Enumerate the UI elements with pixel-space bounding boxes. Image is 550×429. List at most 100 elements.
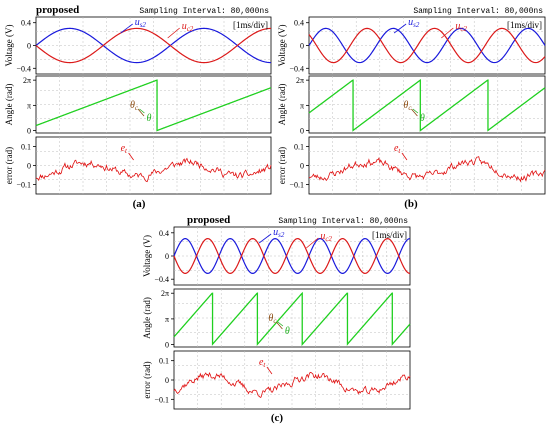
annotation-arrow xyxy=(266,366,273,375)
series-line-u_c2 xyxy=(35,27,272,64)
y-axis-label: Angle (rad) xyxy=(142,297,152,339)
series-label-us2: us2 xyxy=(408,17,420,29)
series-label-sub: c xyxy=(408,104,412,112)
annotation-arrow xyxy=(167,27,180,39)
subplot-angle: 2π π 0 Angle (rad) θcθ xyxy=(4,75,272,136)
annotation-arrow xyxy=(441,27,454,39)
y-tick-label: 2π xyxy=(296,76,304,85)
y-tick-label: −0.1 xyxy=(154,395,169,404)
series-line-error xyxy=(308,156,546,183)
annotation-arrow xyxy=(276,321,283,330)
y-tick-label: −0.4 xyxy=(154,275,169,284)
y-tick-label: 0 xyxy=(27,127,31,136)
annotation-arrow xyxy=(306,237,319,249)
series-line-error xyxy=(35,157,272,183)
y-tick-label: 0 xyxy=(300,127,304,136)
y-tick-label: 0 xyxy=(27,42,31,51)
y-tick-label: π xyxy=(165,315,169,324)
series-line-u_s2 xyxy=(35,27,272,64)
panel-caption: (b) xyxy=(404,198,418,210)
y-tick-label: −0.1 xyxy=(16,181,31,190)
annotation-arrow xyxy=(393,23,407,34)
series-label-sub: s2 xyxy=(140,21,147,29)
sampling-interval-label: Sampling Interval: 80,000ns xyxy=(278,217,408,226)
annotation-arrow xyxy=(139,108,145,114)
y-tick-label: 2π xyxy=(161,289,169,298)
y-tick-label: 0.1 xyxy=(21,143,31,152)
y-tick-label: 0.1 xyxy=(294,143,304,152)
series-label-sub: c2 xyxy=(325,235,332,243)
y-axis-label: error (rad) xyxy=(277,147,287,184)
annotation-arrow xyxy=(137,108,145,117)
y-axis-label: Voltage (V) xyxy=(4,24,14,66)
series-label-et: et xyxy=(259,357,266,369)
y-tick-label: 2π xyxy=(23,76,31,85)
series-label-sub: t xyxy=(125,147,128,155)
series-label-sub: s2 xyxy=(278,231,285,239)
y-axis-label: error (rad) xyxy=(4,147,14,184)
subplot-angle: 2π π 0 Angle (rad) θcθ xyxy=(277,75,546,136)
series-label-et: et xyxy=(394,143,401,155)
y-tick-label: 0 xyxy=(300,162,304,171)
y-tick-label: 0 xyxy=(165,376,169,385)
series-label-et: et xyxy=(121,143,128,155)
y-axis-label: Angle (rad) xyxy=(277,84,287,126)
panel-header-title: proposed xyxy=(36,4,79,16)
panel-a: proposed Sampling Interval: 80,000ns (a) 0.… xyxy=(4,4,272,210)
y-tick-label: 0 xyxy=(27,162,31,171)
annotation-arrow xyxy=(411,108,418,117)
panel-c: proposed Sampling Interval: 80,000ns (c) 0.… xyxy=(142,214,411,424)
series-label-sub: s2 xyxy=(413,21,420,29)
annotation-arrow xyxy=(401,152,408,161)
annotation-arrow xyxy=(120,23,133,34)
sampling-interval-label: Sampling Interval: 80,000ns xyxy=(413,7,543,16)
annotation-arrow xyxy=(258,233,272,244)
series-label-theta: θ xyxy=(285,326,290,337)
series-label-sub: c xyxy=(135,104,139,112)
series-line-u_s2 xyxy=(173,237,411,275)
y-tick-label: −0.4 xyxy=(16,64,31,73)
series-line-theta xyxy=(35,79,272,132)
annotation-arrow xyxy=(128,152,134,161)
y-tick-label: 0 xyxy=(300,42,304,51)
series-label-us2: us2 xyxy=(135,17,147,29)
series-line-error xyxy=(173,371,411,398)
panel-header-title: proposed xyxy=(187,214,230,226)
y-tick-label: −0.1 xyxy=(289,181,304,190)
series-label-theta-c: θc xyxy=(403,100,412,112)
series-label-theta-c: θc xyxy=(130,100,139,112)
sampling-interval-label: Sampling Interval: 80,000ns xyxy=(139,7,269,16)
series-line-u_c2 xyxy=(173,237,411,275)
series-label-sub: c2 xyxy=(187,25,194,33)
div-label: [1ms/div] xyxy=(233,20,268,30)
y-tick-label: π xyxy=(300,101,304,110)
series-label-us2: us2 xyxy=(273,227,285,239)
series-line-theta xyxy=(173,291,411,347)
y-axis-label: Voltage (V) xyxy=(142,235,152,277)
panel-b: Sampling Interval: 80,000ns (b) 0.4 0 −0.4Vo… xyxy=(277,7,546,210)
annotation-arrow xyxy=(412,108,419,114)
annotation-arrow xyxy=(277,321,284,327)
series-label-theta: θ xyxy=(420,113,425,124)
panel-caption: (c) xyxy=(271,412,284,424)
series-line-theta xyxy=(308,78,546,132)
div-label: [1ms/div] xyxy=(372,230,407,240)
y-axis-label: Angle (rad) xyxy=(4,84,14,126)
y-axis-label: error (rad) xyxy=(142,361,152,398)
subplot-angle: 2π π 0 Angle (rad) θcθ xyxy=(142,288,411,350)
y-tick-label: −0.4 xyxy=(289,64,304,73)
y-tick-label: π xyxy=(27,101,31,110)
series-line-u_c2 xyxy=(308,27,546,64)
series-label-sub: c xyxy=(273,317,277,325)
series-label-sub: t xyxy=(263,361,266,369)
y-axis-label: Voltage (V) xyxy=(277,24,287,66)
y-tick-label: 0 xyxy=(165,252,169,261)
series-line-u_s2 xyxy=(308,27,546,64)
